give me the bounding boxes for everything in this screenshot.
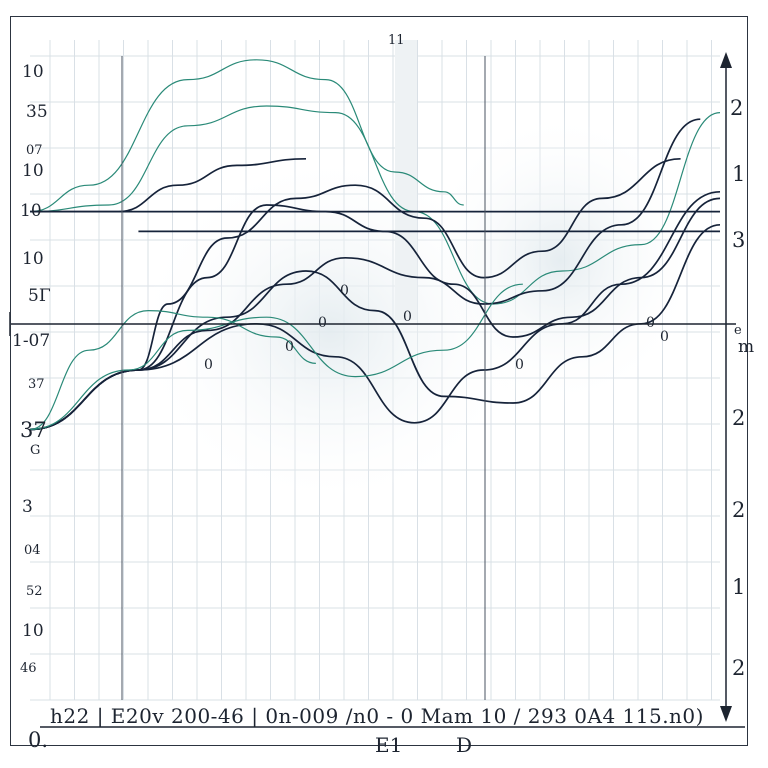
left-label-10: 37 bbox=[20, 418, 47, 442]
point-marker-5: 0 bbox=[204, 357, 213, 373]
right-label-4: e bbox=[734, 323, 742, 338]
left-label-8: 1-07 bbox=[12, 331, 51, 351]
left-label-16: 46 bbox=[20, 661, 37, 676]
point-marker-3: 0 bbox=[403, 309, 412, 325]
background-wash bbox=[130, 40, 700, 510]
left-label-2: 35 bbox=[26, 102, 48, 122]
left-label-13: 04 bbox=[24, 543, 41, 558]
axis-arrow-up bbox=[720, 52, 732, 68]
right-label-9: 2 bbox=[732, 656, 746, 680]
point-marker-8: 0 bbox=[660, 329, 669, 345]
left-label-4: 10 bbox=[22, 161, 44, 181]
left-label-15: 10 bbox=[22, 621, 44, 641]
point-marker-2: 0 bbox=[340, 283, 349, 299]
wash-blob bbox=[420, 110, 700, 410]
x-caption-2: D bbox=[456, 733, 473, 757]
left-label-3: 07 bbox=[26, 143, 43, 158]
series-line-8 bbox=[29, 190, 721, 431]
left-label-9: 37 bbox=[28, 377, 45, 392]
wash-strip bbox=[395, 40, 417, 320]
left-label-14: 52 bbox=[26, 584, 43, 599]
series-line-9 bbox=[29, 283, 523, 430]
series-line-7 bbox=[29, 223, 721, 431]
series-layer bbox=[29, 59, 721, 431]
left-label-5: 10 bbox=[20, 201, 42, 221]
series-line-2 bbox=[29, 105, 721, 305]
right-label-2: 1 bbox=[732, 162, 746, 186]
axes-layer bbox=[9, 52, 745, 728]
series-line-1 bbox=[29, 59, 464, 213]
plot-frame bbox=[10, 16, 748, 746]
right-label-8: 1 bbox=[732, 575, 746, 599]
right-label-3: 3 bbox=[732, 228, 746, 252]
left-label-6: 10 bbox=[22, 249, 44, 269]
point-marker-6: 0 bbox=[515, 357, 524, 373]
left-label-12: 3 bbox=[22, 497, 33, 517]
top-label: 11 bbox=[388, 33, 405, 48]
left-label-11: G bbox=[30, 443, 41, 458]
axis-arrow-down bbox=[720, 706, 732, 722]
origin-label: 0. bbox=[28, 728, 49, 752]
x-caption-1: E1 bbox=[375, 733, 403, 757]
right-label-7: 2 bbox=[732, 498, 746, 522]
point-marker-7: 0 bbox=[646, 315, 655, 331]
bottom-text: h22 | E20v 200-46 | 0n-009 /n0 - 0 Mam 1… bbox=[50, 704, 704, 728]
left-label-1: 10 bbox=[22, 62, 44, 82]
point-marker-1: 0 bbox=[318, 315, 327, 331]
right-label-1: 2 bbox=[730, 96, 744, 120]
left-label-7: 5Γ bbox=[28, 286, 51, 306]
right-label-5: m bbox=[738, 337, 755, 357]
series-line-10 bbox=[29, 309, 316, 430]
point-marker-4: 0 bbox=[285, 339, 294, 355]
series-line-4 bbox=[29, 118, 701, 431]
right-label-6: 2 bbox=[732, 406, 746, 430]
series-line-5 bbox=[29, 157, 681, 431]
